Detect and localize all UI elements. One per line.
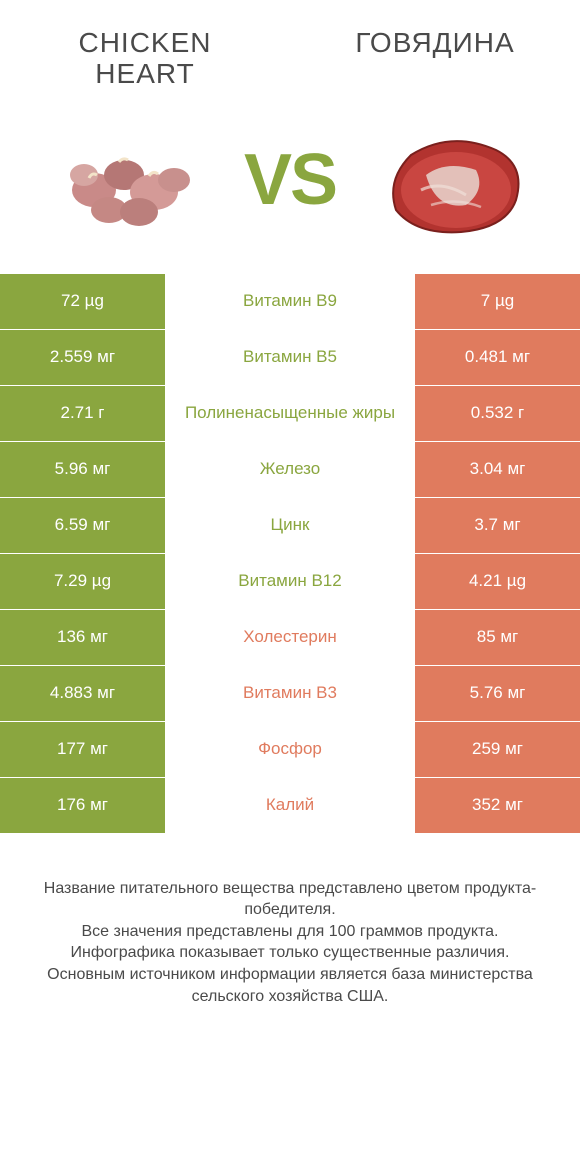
right-value-cell: 3.04 мг (415, 442, 580, 497)
table-row: 2.559 мгВитамин B50.481 мг (0, 330, 580, 386)
right-value-cell: 7 µg (415, 274, 580, 329)
nutrient-label: Витамин B5 (165, 330, 415, 385)
left-value-cell: 6.59 мг (0, 498, 165, 553)
footer-line: Основным источником информации является … (20, 964, 560, 1007)
left-value-cell: 2.71 г (0, 386, 165, 441)
left-value-cell: 7.29 µg (0, 554, 165, 609)
right-value-cell: 0.532 г (415, 386, 580, 441)
nutrient-label: Витамин B9 (165, 274, 415, 329)
right-value-cell: 259 мг (415, 722, 580, 777)
left-value-cell: 4.883 мг (0, 666, 165, 721)
nutrient-label: Калий (165, 778, 415, 833)
table-row: 4.883 мгВитамин B35.76 мг (0, 666, 580, 722)
left-value-cell: 5.96 мг (0, 442, 165, 497)
right-value-cell: 4.21 µg (415, 554, 580, 609)
nutrient-label: Полиненасыщенные жиры (165, 386, 415, 441)
chicken-heart-image (44, 120, 214, 240)
footer-line: Название питательного вещества представл… (20, 878, 560, 921)
left-value-cell: 176 мг (0, 778, 165, 833)
nutrient-label: Цинк (165, 498, 415, 553)
right-value-cell: 352 мг (415, 778, 580, 833)
left-value-cell: 72 µg (0, 274, 165, 329)
left-value-cell: 2.559 мг (0, 330, 165, 385)
right-value-cell: 85 мг (415, 610, 580, 665)
footer-line: Инфографика показывает только существенн… (20, 942, 560, 964)
vs-row: VS (0, 120, 580, 240)
nutrient-label: Витамин B3 (165, 666, 415, 721)
header: CHICKEN HEART ГОВЯДИНА (0, 0, 580, 90)
beef-image (366, 120, 536, 240)
right-product-title: ГОВЯДИНА (330, 28, 540, 59)
right-value-cell: 5.76 мг (415, 666, 580, 721)
right-value-cell: 0.481 мг (415, 330, 580, 385)
left-value-cell: 177 мг (0, 722, 165, 777)
table-row: 72 µgВитамин B97 µg (0, 274, 580, 330)
table-row: 176 мгКалий352 мг (0, 778, 580, 834)
nutrient-label: Железо (165, 442, 415, 497)
right-value-cell: 3.7 мг (415, 498, 580, 553)
nutrient-label: Фосфор (165, 722, 415, 777)
nutrient-label: Холестерин (165, 610, 415, 665)
table-row: 7.29 µgВитамин B124.21 µg (0, 554, 580, 610)
nutrient-label: Витамин B12 (165, 554, 415, 609)
vs-label: VS (244, 139, 336, 221)
table-row: 136 мгХолестерин85 мг (0, 610, 580, 666)
table-row: 5.96 мгЖелезо3.04 мг (0, 442, 580, 498)
table-row: 177 мгФосфор259 мг (0, 722, 580, 778)
table-row: 6.59 мгЦинк3.7 мг (0, 498, 580, 554)
left-product-title: CHICKEN HEART (40, 28, 250, 90)
comparison-table: 72 µgВитамин B97 µg2.559 мгВитамин B50.4… (0, 274, 580, 834)
footer-notes: Название питательного вещества представл… (0, 878, 580, 1008)
table-row: 2.71 гПолиненасыщенные жиры0.532 г (0, 386, 580, 442)
left-value-cell: 136 мг (0, 610, 165, 665)
footer-line: Все значения представлены для 100 граммо… (20, 921, 560, 943)
